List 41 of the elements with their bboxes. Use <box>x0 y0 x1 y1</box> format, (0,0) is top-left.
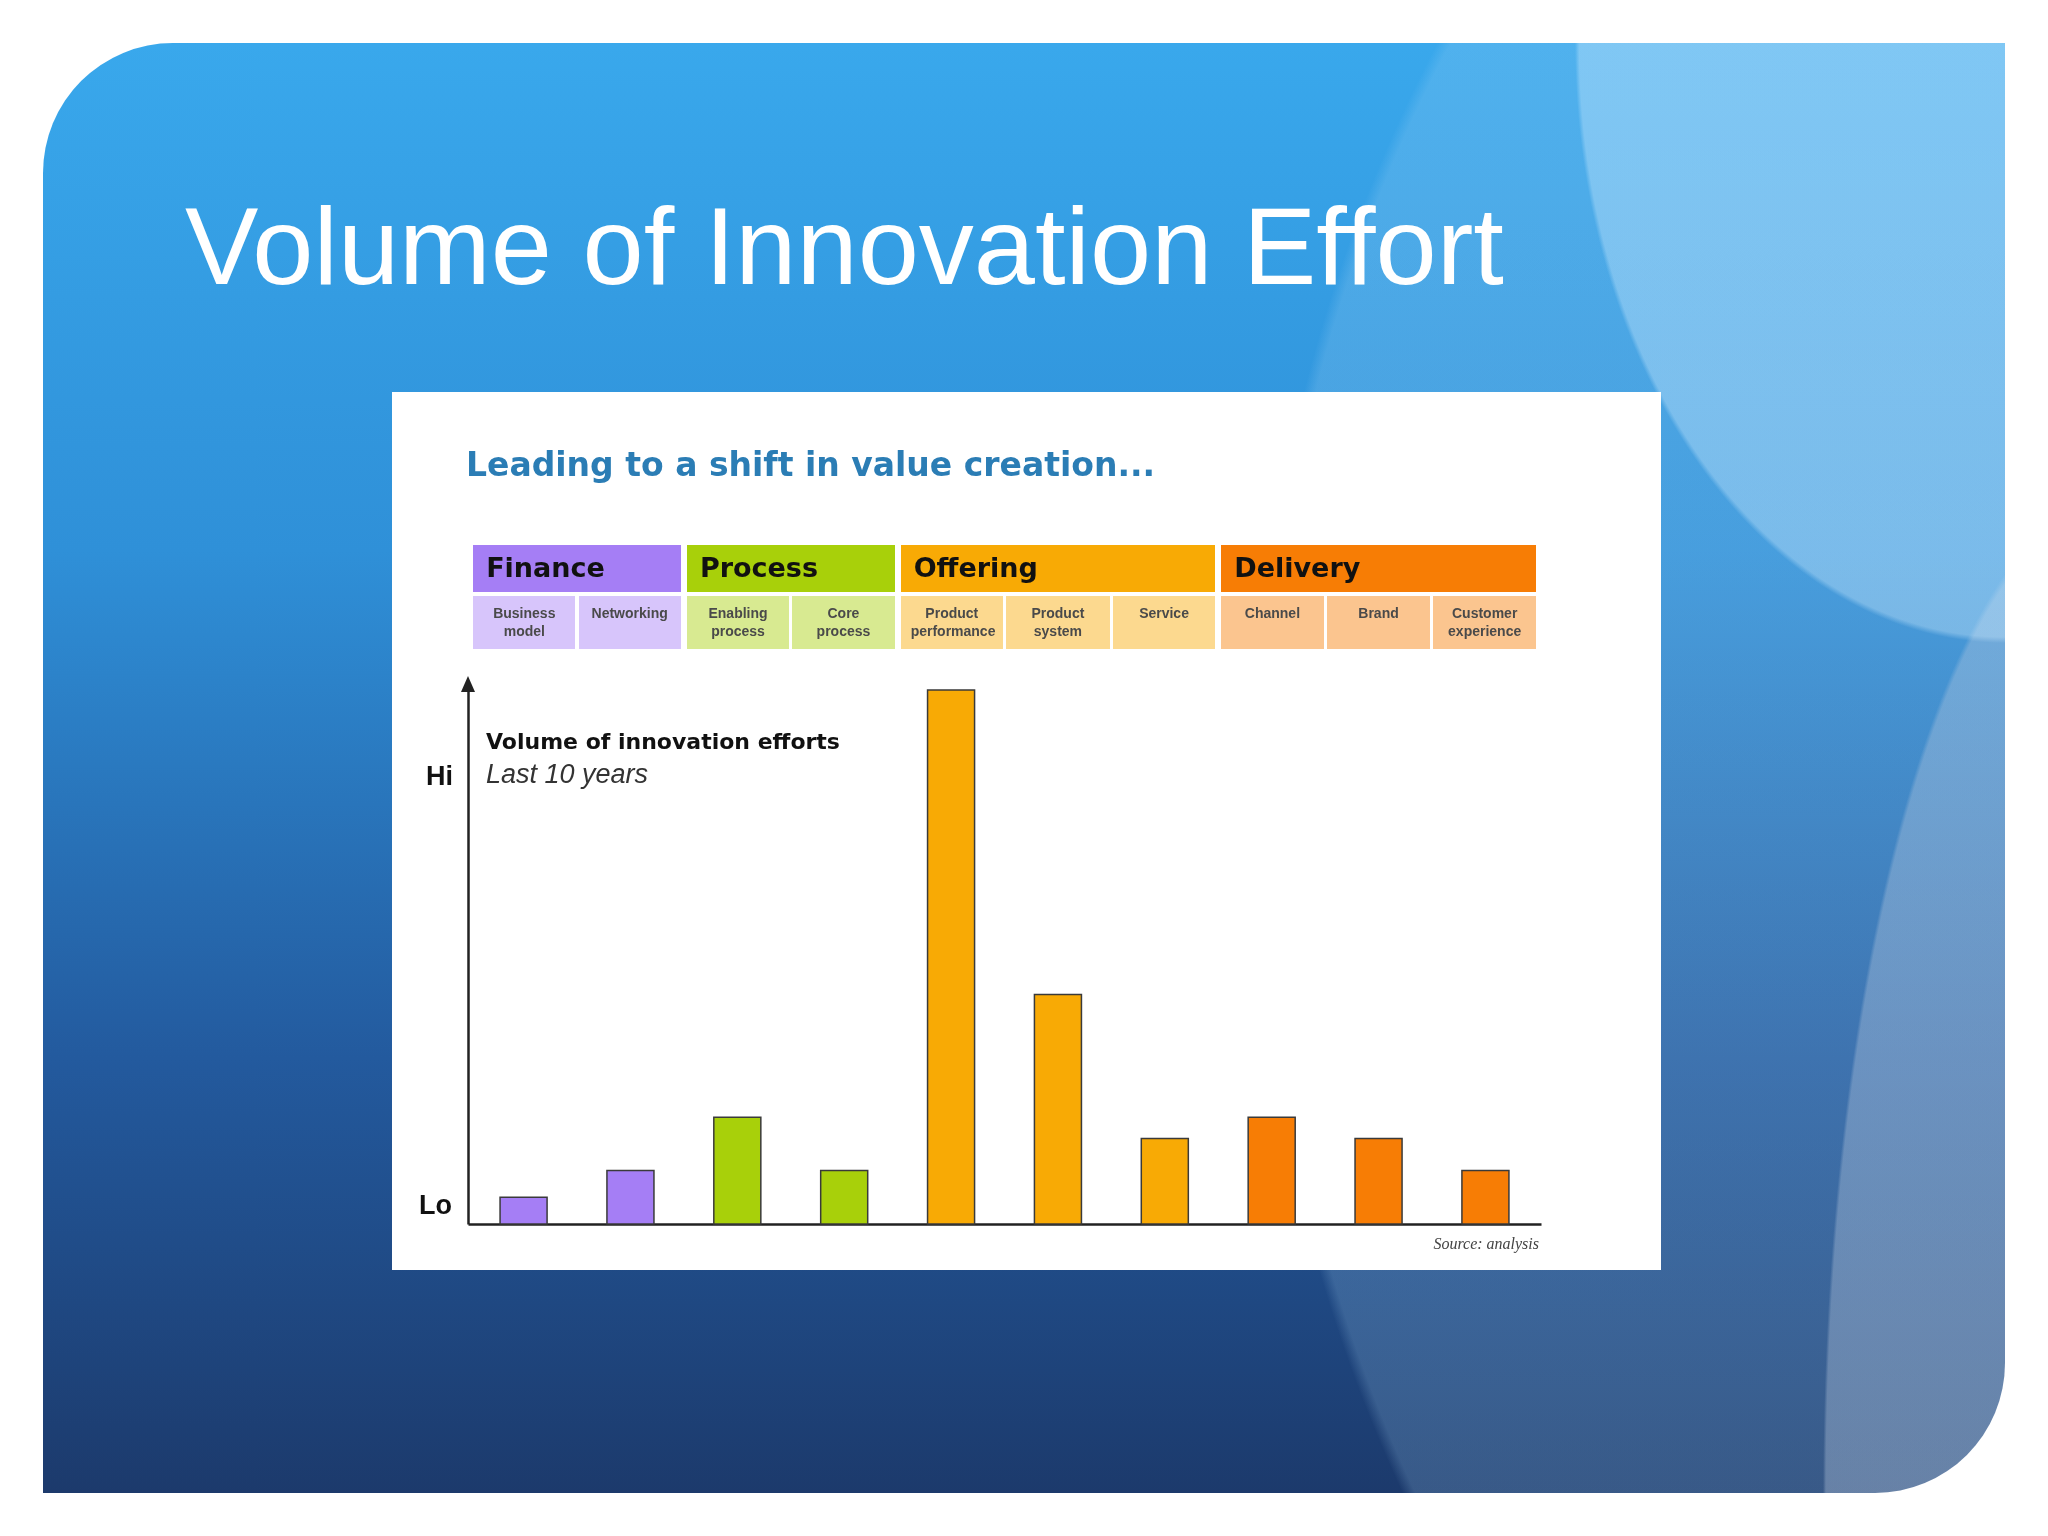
category-cell: Customer experience <box>1433 596 1536 649</box>
x-tick-label: Brand <box>1358 605 1399 621</box>
text: Delivery <box>1234 552 1361 584</box>
bar <box>819 1169 869 1225</box>
category-cell: Business model <box>473 596 576 649</box>
chart-subtitle: Leading to a shift in value creation... <box>466 444 1156 486</box>
category-cell: Service <box>1112 596 1216 649</box>
bar <box>499 1196 548 1225</box>
x-tick-label: Product system <box>1031 605 1085 639</box>
source-note: Source: analysis <box>1433 1234 1539 1254</box>
text: Process <box>699 552 818 584</box>
text: Lo <box>419 1189 452 1221</box>
annotation: Last 10 years <box>486 758 649 790</box>
bar <box>926 689 976 1225</box>
x-tick-label: Service <box>1139 605 1189 621</box>
bar <box>606 1169 655 1225</box>
text: Finance <box>486 552 605 584</box>
x-tick-label: Enabling process <box>708 605 768 639</box>
x-tick-label: Business model <box>493 605 556 639</box>
y-axis-title: Volume of innovation efforts <box>486 728 840 756</box>
category-cell: Core process <box>792 596 895 649</box>
category-cell: Enabling process <box>686 596 790 649</box>
x-tick-label: Core process <box>816 605 871 639</box>
category-cell: Channel <box>1221 596 1324 649</box>
bar <box>713 1116 762 1225</box>
x-tick-label: Channel <box>1244 605 1301 621</box>
x-tick-label: Customer experience <box>1448 605 1522 639</box>
x-tick-label: Networking <box>591 605 668 621</box>
text: Offering <box>913 552 1038 584</box>
category-cell: Product performance <box>900 596 1003 649</box>
bar <box>1461 1169 1510 1225</box>
bar <box>1140 1137 1190 1225</box>
category-cell: Brand <box>1326 596 1431 649</box>
bar <box>1354 1137 1403 1225</box>
chart-title: Volume of Innovation Effort <box>185 184 1504 308</box>
text: Hi <box>426 760 453 792</box>
category-cell: Networking <box>578 596 681 649</box>
bar <box>1247 1116 1296 1225</box>
x-tick-label: Product performance <box>910 605 996 639</box>
bar <box>1033 993 1083 1225</box>
category-cell: Product system <box>1006 596 1110 649</box>
